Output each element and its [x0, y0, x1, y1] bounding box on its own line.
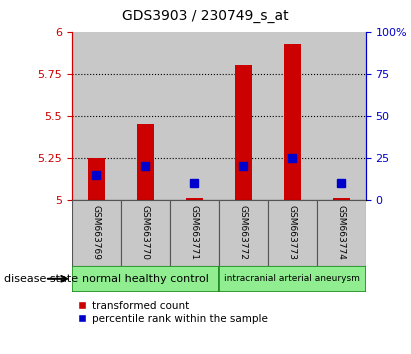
Bar — [170, 200, 219, 266]
Bar — [170, 32, 219, 200]
Bar — [284, 44, 301, 200]
Text: GSM663770: GSM663770 — [141, 205, 150, 260]
Text: disease state: disease state — [4, 274, 78, 284]
Text: GSM663774: GSM663774 — [337, 205, 346, 260]
Legend: transformed count, percentile rank within the sample: transformed count, percentile rank withi… — [77, 301, 268, 324]
Bar — [121, 32, 170, 200]
Bar — [121, 200, 170, 266]
Bar — [219, 266, 366, 292]
Bar — [333, 198, 350, 200]
Bar — [72, 266, 219, 292]
Bar — [219, 32, 268, 200]
Bar — [72, 200, 121, 266]
Bar — [317, 32, 366, 200]
Text: normal healthy control: normal healthy control — [82, 274, 209, 284]
Bar — [186, 198, 203, 200]
Text: GSM663771: GSM663771 — [190, 205, 199, 260]
Bar — [219, 200, 268, 266]
Bar — [88, 158, 105, 200]
Bar — [317, 200, 366, 266]
Bar — [268, 200, 317, 266]
Text: GSM663769: GSM663769 — [92, 205, 101, 260]
Bar — [72, 32, 121, 200]
Text: GSM663772: GSM663772 — [239, 205, 248, 260]
Bar — [268, 32, 317, 200]
Text: GSM663773: GSM663773 — [288, 205, 297, 260]
Bar — [137, 124, 154, 200]
Text: GDS3903 / 230749_s_at: GDS3903 / 230749_s_at — [122, 9, 289, 23]
Bar — [235, 65, 252, 200]
Text: intracranial arterial aneurysm: intracranial arterial aneurysm — [224, 274, 360, 283]
